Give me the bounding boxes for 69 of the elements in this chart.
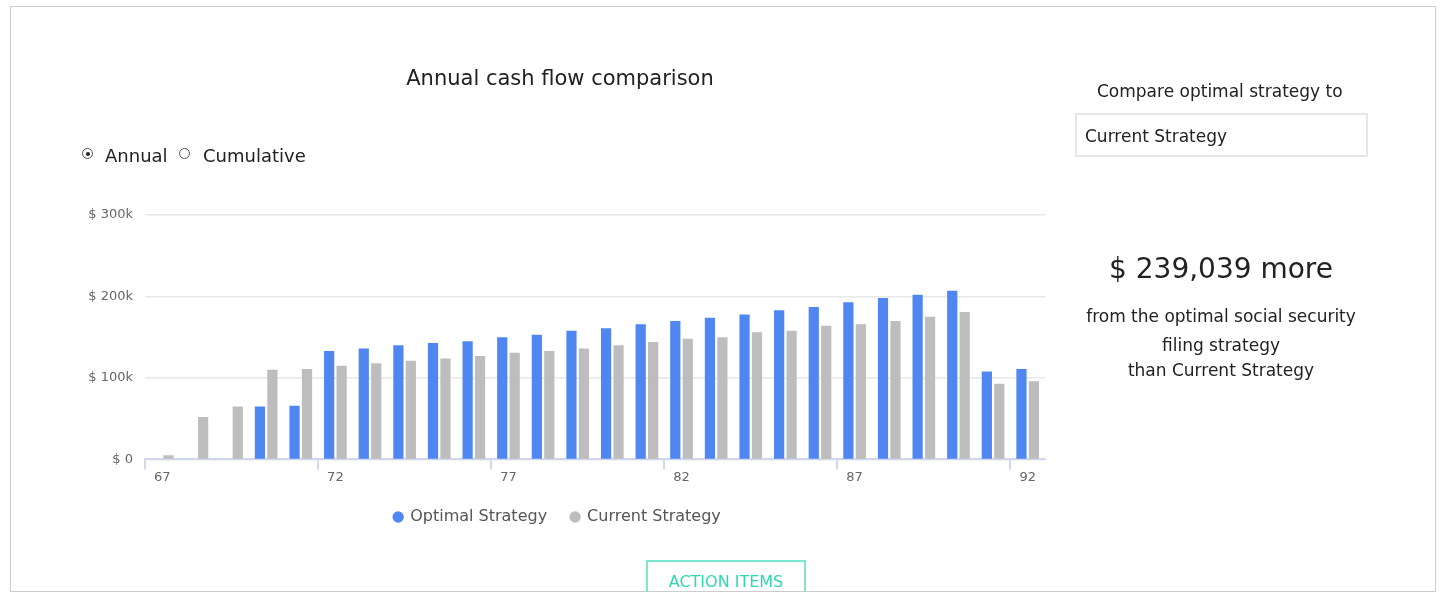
bar xyxy=(1016,368,1027,459)
x-tick-label: 77 xyxy=(500,468,517,484)
text: than Current Strategy xyxy=(1126,360,1316,380)
bar xyxy=(358,348,369,459)
text: $ 239,039 more xyxy=(1108,252,1334,285)
bar xyxy=(462,341,473,459)
y-tick-label: $ 300k xyxy=(88,206,134,222)
x-tick-label: 92 xyxy=(1019,468,1036,484)
bar xyxy=(912,294,923,459)
bar xyxy=(509,352,520,459)
bar xyxy=(198,417,209,459)
bar xyxy=(613,345,624,459)
bar xyxy=(890,320,901,459)
text: Annual xyxy=(105,145,168,166)
bar xyxy=(544,351,555,459)
bar xyxy=(600,328,612,459)
bar xyxy=(994,383,1005,459)
y-tick-label: $ 0 xyxy=(112,450,133,466)
text: ACTION ITEMS xyxy=(646,560,806,592)
bar xyxy=(717,337,728,459)
bar xyxy=(301,368,313,459)
bar xyxy=(981,371,992,459)
bar xyxy=(877,298,889,459)
bar xyxy=(324,351,335,459)
bar xyxy=(739,314,750,459)
bar xyxy=(751,332,763,459)
bar xyxy=(289,405,300,459)
bar xyxy=(821,325,832,459)
bar xyxy=(774,310,785,459)
bar xyxy=(1028,381,1040,459)
text: Compare optimal strategy to xyxy=(1097,81,1343,101)
bar xyxy=(267,369,278,459)
bar xyxy=(924,316,936,459)
x-tick-label: 87 xyxy=(846,468,863,484)
bar xyxy=(808,307,819,459)
bar xyxy=(336,365,347,459)
bar xyxy=(566,330,577,459)
bar xyxy=(670,320,681,459)
bar xyxy=(440,358,451,459)
bar xyxy=(427,342,439,459)
bar xyxy=(704,317,716,459)
y-tick-label: $ 200k xyxy=(88,287,134,303)
bar xyxy=(786,330,797,459)
bar xyxy=(393,345,404,459)
bar xyxy=(855,324,866,459)
legend-label: Current Strategy xyxy=(587,506,721,526)
bar xyxy=(163,455,174,459)
bar xyxy=(959,311,970,459)
x-tick-label: 72 xyxy=(327,468,344,484)
bar xyxy=(232,406,243,459)
x-tick-label: 67 xyxy=(154,468,171,484)
x-tick-label: 82 xyxy=(673,468,690,484)
bar xyxy=(843,302,854,459)
bar xyxy=(682,338,693,459)
bar xyxy=(497,337,508,459)
text: Cumulative xyxy=(203,145,306,166)
bar xyxy=(405,360,416,459)
bar xyxy=(648,342,659,459)
bar xyxy=(635,324,646,459)
bar xyxy=(578,348,590,459)
bar xyxy=(474,355,486,459)
bar xyxy=(531,334,542,459)
y-tick-label: $ 100k xyxy=(88,369,134,385)
legend-label: Optimal Strategy xyxy=(410,506,548,526)
bar xyxy=(947,290,958,459)
text: Current Strategy xyxy=(1075,113,1368,157)
chart-title: Annual cash flow comparison xyxy=(405,66,715,90)
bar xyxy=(254,406,266,459)
bar xyxy=(371,363,382,459)
